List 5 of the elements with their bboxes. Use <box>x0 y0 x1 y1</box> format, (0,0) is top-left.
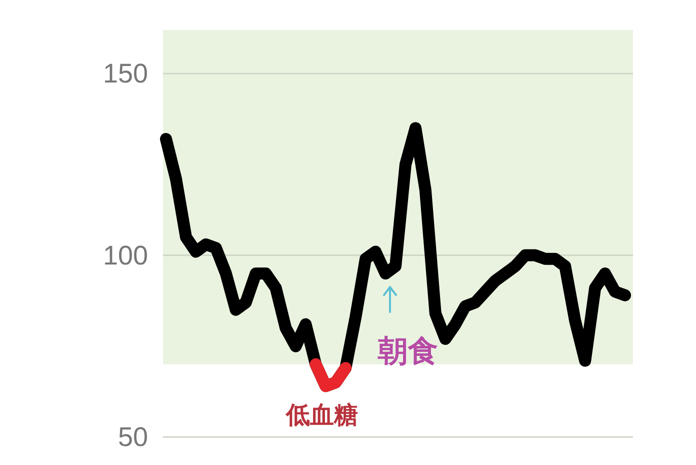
annotation: 朝食 <box>377 334 438 369</box>
y-tick-label: 100 <box>102 240 148 270</box>
annotation: 低血糖 <box>285 401 358 429</box>
y-tick-label: 50 <box>118 422 148 452</box>
y-tick-label: 150 <box>102 58 148 89</box>
